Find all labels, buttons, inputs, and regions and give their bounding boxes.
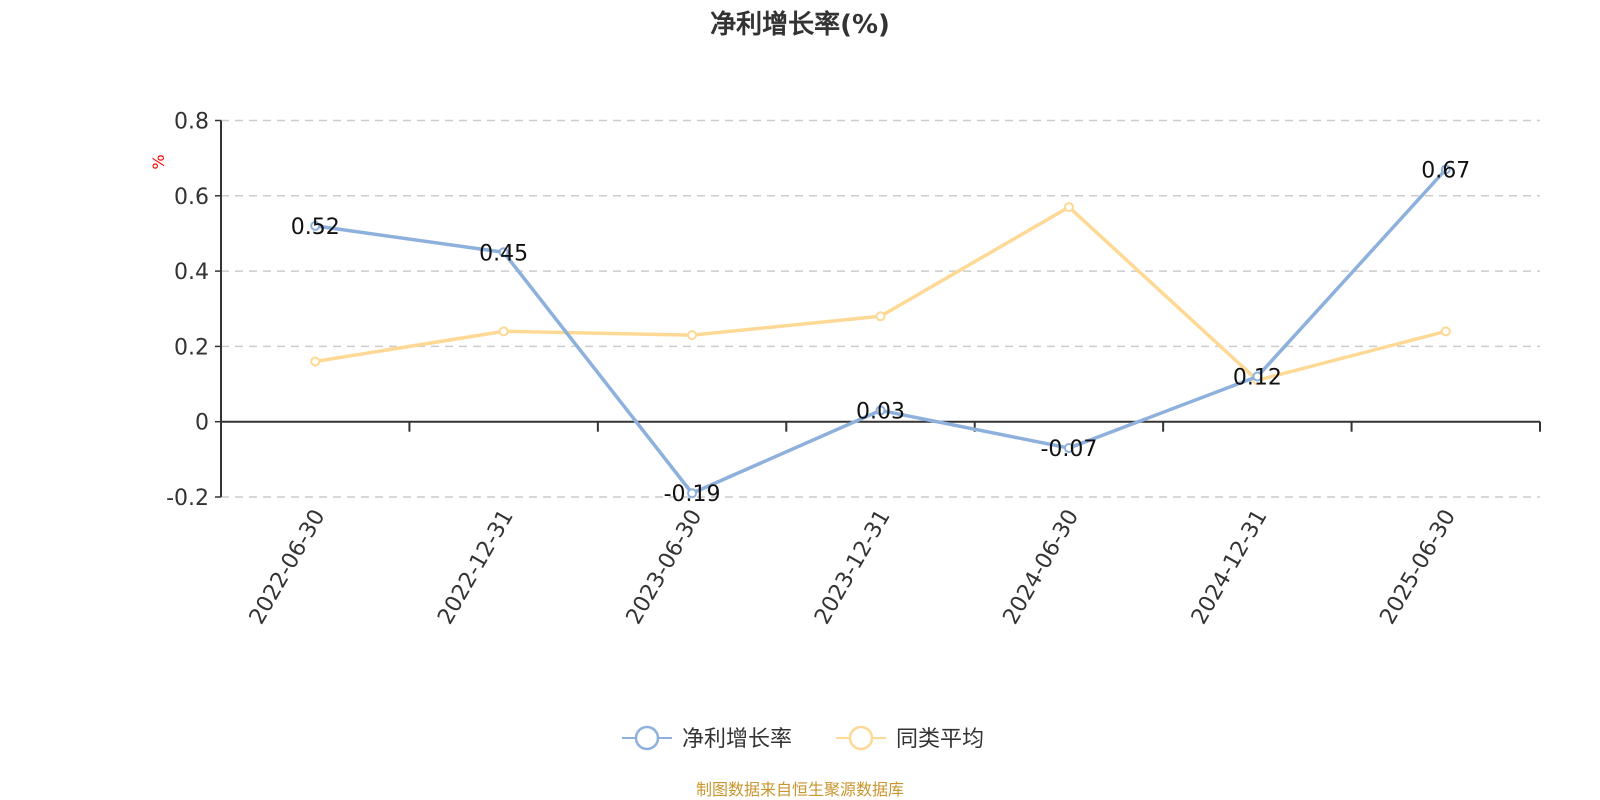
y-tick-label: 0.8 <box>174 110 209 135</box>
data-point <box>498 326 509 337</box>
legend-circle-icon <box>634 725 660 751</box>
data-point <box>310 220 321 231</box>
y-tick-label: 0.6 <box>174 185 209 210</box>
data-point <box>310 356 321 367</box>
data-point <box>875 311 886 322</box>
data-point <box>875 405 886 416</box>
y-tick-label: 0.4 <box>174 260 209 285</box>
x-tick-label: 2024-12-31 <box>1187 506 1273 629</box>
legend-label: 净利增长率 <box>682 727 792 752</box>
data-label: -0.07 <box>1040 437 1097 462</box>
data-label: 0.12 <box>1233 366 1282 391</box>
data-label: 0.52 <box>291 215 340 240</box>
data-point <box>1252 371 1263 382</box>
x-tick-label: 2022-06-30 <box>245 506 331 629</box>
x-tick-label: 2023-12-31 <box>810 506 896 629</box>
data-label: 0.67 <box>1421 158 1470 183</box>
x-tick-label: 2024-06-30 <box>999 506 1085 629</box>
data-point <box>498 247 509 258</box>
data-point <box>1063 443 1074 454</box>
y-axis-label: % <box>149 154 168 169</box>
legend-circle-icon <box>848 725 874 751</box>
data-point <box>687 330 698 341</box>
chart-title: 净利增长率(%) <box>710 9 890 40</box>
y-tick-label: 0.2 <box>174 335 209 360</box>
x-tick-label: 2022-12-31 <box>433 506 519 629</box>
y-tick-label: 0 <box>195 411 209 436</box>
data-point <box>1063 202 1074 213</box>
data-label: -0.19 <box>664 482 721 507</box>
series-line-0 <box>314 168 1448 495</box>
data-point <box>1440 164 1451 175</box>
legend: 净利增长率 同类平均 <box>622 725 984 752</box>
x-tick-label: 2023-06-30 <box>622 506 708 629</box>
y-tick-label: -0.2 <box>166 486 209 511</box>
source-note: 制图数据来自恒生聚源数据库 <box>696 780 904 799</box>
legend-label: 同类平均 <box>896 727 984 752</box>
x-tick-label: 2025-06-30 <box>1375 506 1461 629</box>
data-label: 0.45 <box>479 241 528 266</box>
data-label: 0.03 <box>856 399 905 424</box>
data-point <box>687 488 698 499</box>
data-point <box>1440 326 1451 337</box>
